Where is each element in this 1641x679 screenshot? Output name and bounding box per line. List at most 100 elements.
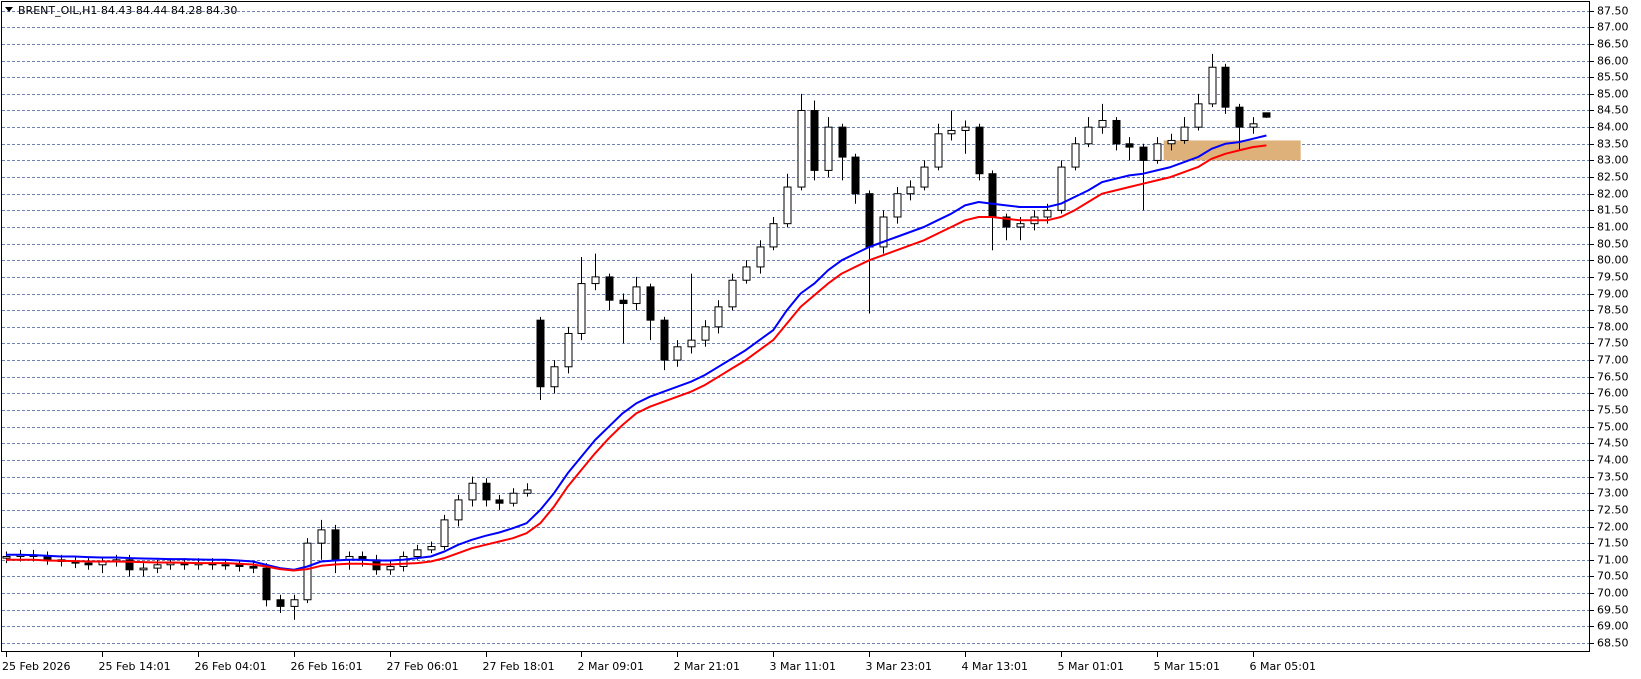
candle-body (1194, 103, 1203, 128)
y-tick-label: 69.00 (1597, 620, 1629, 633)
x-tick-label: 6 Mar 05:01 (1250, 660, 1316, 673)
candle-body (742, 266, 751, 281)
candle-body (961, 126, 970, 131)
candle-body (810, 109, 819, 171)
candle-body (1262, 112, 1271, 118)
x-tick-label: 25 Feb 2026 (2, 660, 70, 673)
candle-body (564, 332, 573, 368)
candle-body (235, 564, 244, 567)
y-tick-label: 81.00 (1597, 221, 1629, 234)
plot (2, 53, 1301, 620)
chart-title: BRENT_OIL,H1 84.43 84.44 84.28 84.30 (18, 4, 237, 17)
candle-body (331, 529, 340, 561)
candle-body (386, 565, 395, 571)
candle-body (1153, 143, 1162, 161)
candle-body (262, 567, 271, 601)
candle-body (1235, 106, 1244, 128)
candle-body (838, 126, 847, 158)
candle-body (221, 564, 230, 567)
x-tick-label: 27 Feb 06:01 (387, 660, 459, 673)
y-tick-label: 79.50 (1597, 271, 1629, 284)
y-tick-label: 87.00 (1597, 21, 1629, 34)
y-tick-label: 73.00 (1597, 487, 1629, 500)
y-tick-label: 84.50 (1597, 104, 1629, 117)
menu-arrow (5, 7, 13, 12)
candle-body (1167, 139, 1176, 145)
candle-body (673, 346, 682, 361)
y-tick-label: 72.50 (1597, 504, 1629, 517)
y-tick-label: 74.00 (1597, 454, 1629, 467)
y-tick-label: 69.50 (1597, 604, 1629, 617)
y-tick-label: 76.00 (1597, 387, 1629, 400)
x-tick-label: 2 Mar 21:01 (674, 660, 740, 673)
candle-body (605, 276, 614, 301)
candle-body (797, 109, 806, 188)
y-tick-label: 87.50 (1597, 5, 1629, 18)
y-tick-label: 82.00 (1597, 188, 1629, 201)
y-tick-label: 71.50 (1597, 537, 1629, 550)
candle-body (523, 489, 532, 494)
y-tick-label: 83.50 (1597, 138, 1629, 151)
candle-body (660, 319, 669, 361)
candle-body (769, 223, 778, 248)
candle-body (632, 286, 641, 305)
y-tick-label: 72.00 (1597, 521, 1629, 534)
y-tick-label: 85.50 (1597, 71, 1629, 84)
candle-body (303, 542, 312, 601)
x-tick-label: 3 Mar 23:01 (866, 660, 932, 673)
candle-body (536, 319, 545, 388)
candle-body (1057, 166, 1066, 211)
candle-body (290, 599, 299, 607)
candle-body (879, 216, 888, 248)
candle-body (783, 186, 792, 225)
y-tick-label: 86.00 (1597, 55, 1629, 68)
candle-body (1084, 126, 1093, 145)
y-tick-label: 78.00 (1597, 321, 1629, 334)
x-tick-label: 25 Feb 14:01 (99, 660, 171, 673)
y-tick-label: 80.50 (1597, 238, 1629, 251)
y-tick-label: 78.50 (1597, 304, 1629, 317)
candle-body (865, 193, 874, 248)
candle-body (920, 166, 929, 188)
candle-body (509, 492, 518, 504)
candle-body (1098, 119, 1107, 128)
y-tick-label: 71.00 (1597, 554, 1629, 567)
y-tick-label: 70.00 (1597, 587, 1629, 600)
y-tick-label: 81.50 (1597, 204, 1629, 217)
moving-average-line (6, 134, 1267, 571)
candle-body (728, 279, 737, 308)
candle-body (276, 599, 285, 607)
candle-body (591, 276, 600, 285)
y-tick-label: 86.50 (1597, 38, 1629, 51)
y-tick-label: 85.00 (1597, 88, 1629, 101)
candle-body (1180, 126, 1189, 141)
y-tick-label: 76.50 (1597, 371, 1629, 384)
x-tick-label: 5 Mar 15:01 (1154, 660, 1220, 673)
candle-body (468, 482, 477, 501)
candle-body (482, 482, 491, 501)
candle-body (2, 555, 11, 559)
candle-body (125, 559, 134, 571)
candle-body (988, 173, 997, 218)
candle-body (454, 499, 463, 521)
y-tick-label: 68.50 (1597, 637, 1629, 650)
candle-body (947, 129, 956, 135)
candle-body (893, 193, 902, 218)
candle-body (399, 555, 408, 567)
candle-body (701, 326, 710, 341)
candle-body (851, 156, 860, 195)
y-tick-label: 80.00 (1597, 254, 1629, 267)
candle-body (1016, 223, 1025, 228)
x-tick-label: 2 Mar 09:01 (578, 660, 644, 673)
candle-body (139, 567, 148, 571)
y-tick-label: 79.00 (1597, 288, 1629, 301)
x-tick-label: 26 Feb 16:01 (291, 660, 363, 673)
y-tick-label: 82.50 (1597, 171, 1629, 184)
candle-body (153, 564, 162, 569)
x-tick-label: 5 Mar 01:01 (1058, 660, 1124, 673)
candle-body (714, 306, 723, 328)
candle-body (1139, 146, 1148, 161)
y-tick-label: 83.00 (1597, 154, 1629, 167)
y-tick-label: 84.00 (1597, 121, 1629, 134)
